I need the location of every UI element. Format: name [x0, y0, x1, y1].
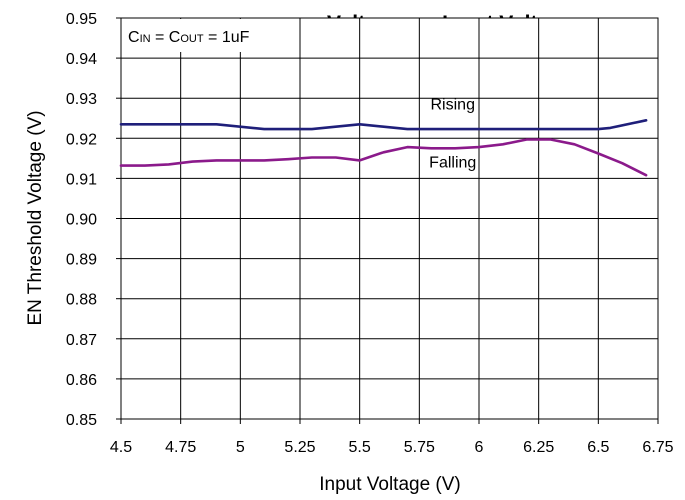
annotation-falling: Falling	[429, 155, 476, 172]
ticks: 4.5 4.75 5 5.25 5.5 5.75 6 6.25 6.5 6.75 0.85 0.86 0…	[66, 11, 674, 456]
y-tick-label: 0.95	[66, 11, 97, 28]
x-tick-label: 6.25	[523, 439, 554, 456]
x-tick-label: 5.75	[404, 439, 435, 456]
annotation-rising: Rising	[431, 96, 475, 113]
series	[119, 119, 648, 177]
x-tick-label: 6.75	[642, 439, 673, 456]
y-tick-label: 0.93	[66, 91, 97, 108]
x-tick-label: 5	[236, 439, 245, 456]
y-tick-label: 0.90	[66, 212, 97, 229]
condition-box-bg	[122, 19, 294, 52]
y-tick-label: 0.91	[66, 171, 97, 188]
x-tick-label: 5.5	[349, 439, 371, 456]
x-tick-label: 6.5	[587, 439, 609, 456]
cout-sub: OUT	[180, 33, 204, 45]
cap-value: 1uF	[222, 29, 250, 46]
y-tick-label: 0.87	[66, 332, 97, 349]
annotations: Rising Falling	[429, 96, 476, 171]
x-tick-label: 4.5	[110, 439, 132, 456]
y-tick-label: 0.85	[66, 412, 97, 429]
x-axis-title: Input Voltage (V)	[319, 474, 461, 495]
y-tick-label: 0.88	[66, 292, 97, 309]
y-tick-label: 0.89	[66, 252, 97, 269]
cout-main: C	[169, 29, 181, 46]
grid	[121, 18, 658, 419]
x-tick-label: 6	[475, 439, 484, 456]
cin-main: C	[128, 29, 140, 46]
x-tick-label: 5.25	[284, 439, 315, 456]
y-tick-label: 0.86	[66, 372, 97, 389]
y-tick-label: 0.94	[66, 51, 97, 68]
condition-box: CIN = COUT = 1uF	[122, 19, 294, 52]
series-line-falling	[119, 138, 648, 177]
series-line-rising	[119, 119, 648, 131]
y-tick-label: 0.92	[66, 131, 97, 148]
condition-text: CIN = COUT = 1uF	[128, 29, 250, 46]
y-axis-title: EN Threshold Voltage (V)	[25, 110, 46, 325]
x-tick-label: 4.75	[165, 439, 196, 456]
cin-sub: IN	[140, 33, 151, 45]
